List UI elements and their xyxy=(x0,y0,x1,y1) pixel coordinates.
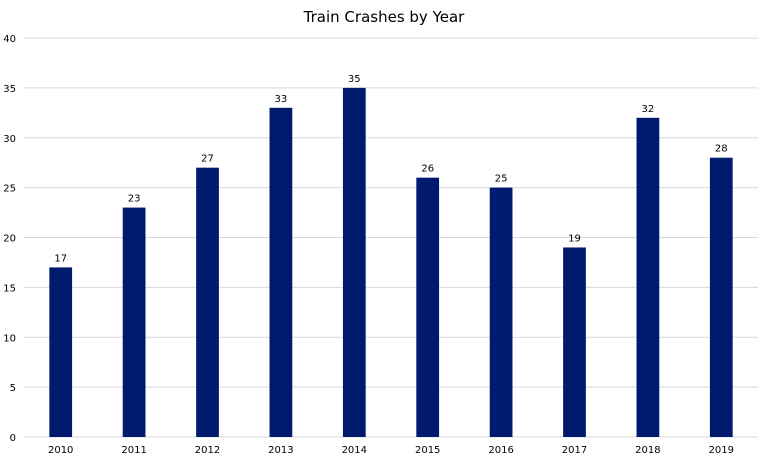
y-tick-label: 35 xyxy=(3,84,16,95)
bar-2010 xyxy=(49,267,73,437)
x-tick-label: 2011 xyxy=(121,445,146,456)
bar-2016 xyxy=(489,187,513,437)
bar-2017 xyxy=(563,247,586,437)
x-tick-label: 2010 xyxy=(48,445,73,456)
y-axis-tick-labels: 0 5 10 15 20 25 30 35 40 xyxy=(3,34,16,444)
bar-2013 xyxy=(269,107,293,437)
bar-2019 xyxy=(709,157,733,437)
data-label-2015: 26 xyxy=(421,164,434,175)
x-tick-label: 2013 xyxy=(268,445,293,456)
y-tick-label: 10 xyxy=(3,333,16,344)
data-labels: 17 23 27 33 35 26 25 19 32 28 xyxy=(54,74,727,265)
data-label-2017: 19 xyxy=(568,233,581,244)
bar-2018 xyxy=(636,117,660,438)
gridlines xyxy=(24,37,758,438)
data-label-2014: 35 xyxy=(348,74,361,85)
x-tick-label: 2018 xyxy=(635,445,660,456)
data-label-2012: 27 xyxy=(201,154,214,165)
y-tick-label: 15 xyxy=(3,283,16,294)
bar-2015 xyxy=(416,177,440,437)
x-tick-label: 2019 xyxy=(709,445,734,456)
bar-2012 xyxy=(196,167,219,438)
data-label-2016: 25 xyxy=(495,174,508,185)
data-label-2010: 17 xyxy=(54,253,67,264)
x-tick-label: 2012 xyxy=(195,445,220,456)
x-axis-tick-labels: 2010 2011 2012 2013 2014 2015 2016 2017 2018 2019 xyxy=(48,445,734,456)
x-tick-label: 2017 xyxy=(562,445,587,456)
y-tick-label: 25 xyxy=(3,184,16,195)
data-label-2011: 23 xyxy=(128,194,141,205)
bar-2014 xyxy=(342,87,366,437)
data-label-2018: 32 xyxy=(642,104,655,115)
bars xyxy=(49,87,733,438)
bar-2011 xyxy=(122,207,146,437)
data-label-2019: 28 xyxy=(715,144,728,155)
y-tick-label: 0 xyxy=(10,433,16,444)
y-tick-label: 20 xyxy=(3,234,16,245)
y-tick-label: 30 xyxy=(3,134,16,145)
data-label-2013: 33 xyxy=(275,94,288,105)
x-tick-label: 2014 xyxy=(342,445,367,456)
chart-title: Train Crashes by Year xyxy=(303,8,465,26)
y-tick-label: 5 xyxy=(10,383,16,394)
y-tick-label: 40 xyxy=(3,34,16,45)
x-tick-label: 2015 xyxy=(415,445,440,456)
x-tick-label: 2016 xyxy=(488,445,513,456)
